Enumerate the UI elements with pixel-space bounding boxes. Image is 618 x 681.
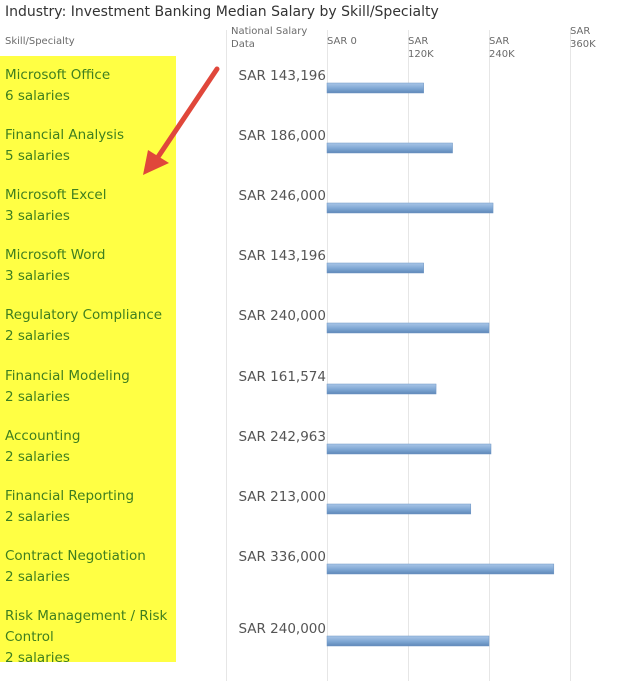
gridline [489,30,490,681]
salary-count: 2 salaries [5,389,70,405]
column-divider [226,30,227,681]
salary-value-label: SAR 336,000 [238,549,326,565]
bar[interactable] [326,563,555,575]
salary-count: 6 salaries [5,88,70,104]
skill-label[interactable]: Financial Modeling [5,368,130,384]
bar[interactable] [326,443,492,455]
bar[interactable] [326,322,490,334]
salary-value-label: SAR 240,000 [238,621,326,637]
x-tick-label: SAR 240K [489,36,515,60]
salary-value-label: SAR 240,000 [238,308,326,324]
bar[interactable] [326,202,494,214]
skill-label[interactable]: Financial Analysis [5,127,125,143]
salary-value-label: SAR 143,196 [238,248,326,264]
category-column-header: Skill/Specialty [5,36,75,47]
value-column-header: National Salary Data [231,26,308,50]
bar[interactable] [326,262,424,274]
x-tick-label: SAR 0 [327,36,357,47]
skill-label[interactable]: Financial Reporting [5,488,135,504]
gridline [327,30,328,681]
bar[interactable] [326,503,472,515]
salary-value-label: SAR 246,000 [238,188,326,204]
salary-value-label: SAR 186,000 [238,128,326,144]
skill-label[interactable]: Microsoft Word [5,247,106,263]
salary-value-label: SAR 213,000 [238,489,326,505]
chart-title: Industry: Investment Banking Median Sala… [5,4,439,20]
salary-count: 3 salaries [5,208,70,224]
x-tick-label: SAR 360K [570,26,596,50]
bar[interactable] [326,383,437,395]
skill-label[interactable]: Accounting [5,428,81,444]
bar[interactable] [326,82,424,94]
skill-label[interactable]: Regulatory Compliance [5,307,163,323]
skill-label[interactable]: Risk Management / Risk Control [5,608,168,645]
salary-count: 2 salaries [5,509,70,525]
salary-count: 3 salaries [5,268,70,284]
bar[interactable] [326,142,453,154]
bar[interactable] [326,635,490,647]
gridline [570,30,571,681]
salary-count: 2 salaries [5,328,70,344]
skill-label[interactable]: Contract Negotiation [5,548,146,564]
x-tick-label: SAR 120K [408,36,434,60]
salary-value-label: SAR 242,963 [238,429,326,445]
gridline [408,30,409,681]
salary-value-label: SAR 161,574 [238,369,326,385]
skill-label[interactable]: Microsoft Excel [5,187,107,203]
salary-count: 5 salaries [5,148,70,164]
salary-count: 2 salaries [5,449,70,465]
skill-label[interactable]: Microsoft Office [5,67,111,83]
salary-count: 2 salaries [5,650,70,666]
salary-count: 2 salaries [5,569,70,585]
salary-value-label: SAR 143,196 [238,68,326,84]
